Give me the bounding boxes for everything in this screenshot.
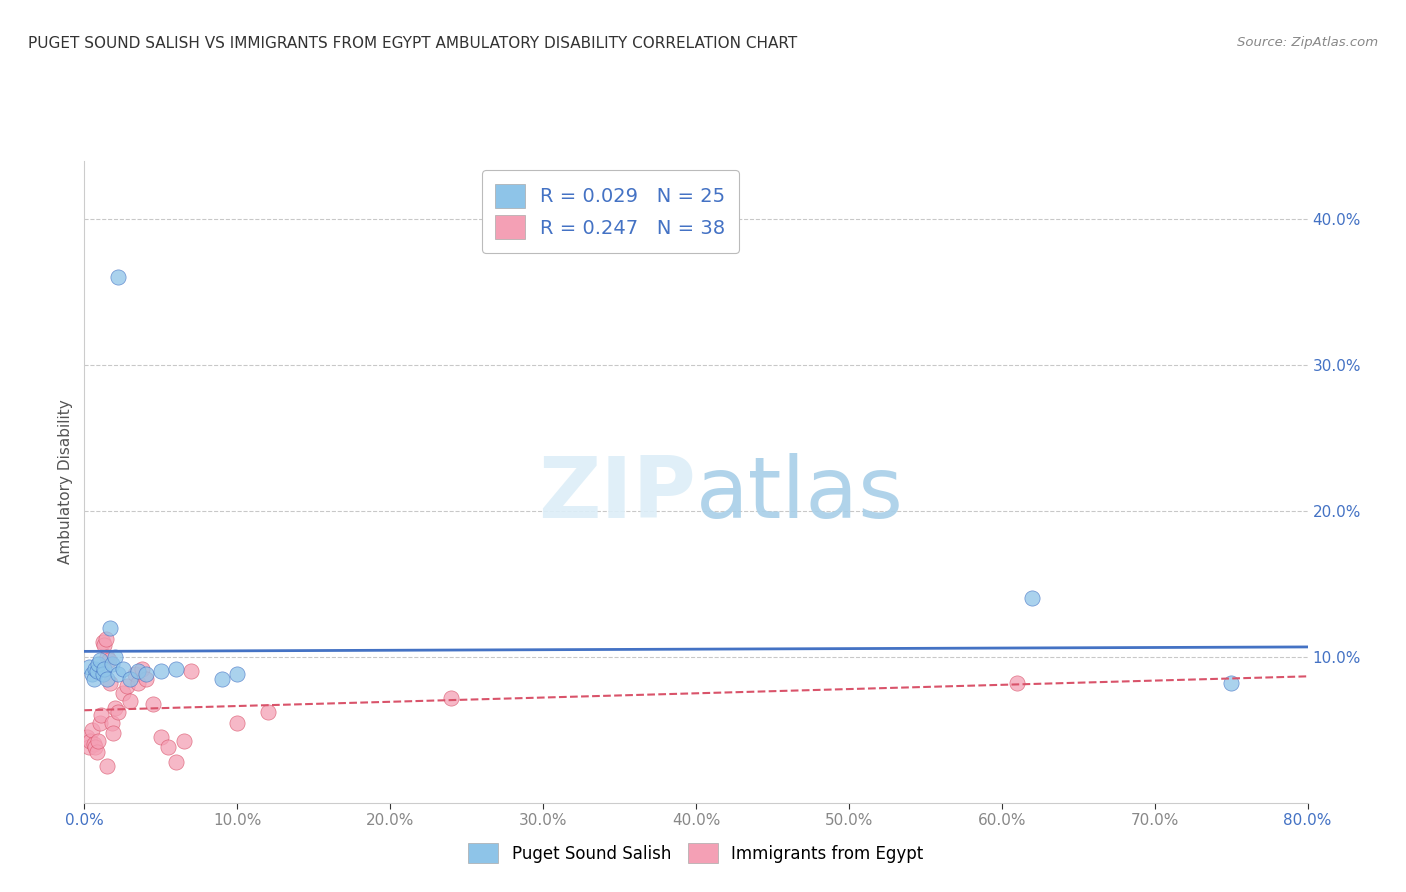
Point	[135, 672, 157, 686]
Point	[1220, 676, 1243, 690]
Point	[111, 686, 134, 700]
Point	[124, 667, 146, 681]
Text: atlas: atlas	[696, 453, 904, 536]
Text: PUGET SOUND SALISH VS IMMIGRANTS FROM EGYPT AMBULATORY DISABILITY CORRELATION CH: PUGET SOUND SALISH VS IMMIGRANTS FROM EG…	[28, 36, 797, 51]
Point	[226, 715, 249, 730]
Point	[111, 661, 134, 675]
Point	[77, 660, 100, 674]
Point	[84, 740, 107, 755]
Point	[104, 649, 127, 664]
Point	[76, 730, 98, 744]
Point	[173, 734, 195, 748]
Point	[86, 745, 108, 759]
Point	[101, 715, 124, 730]
Point	[98, 676, 121, 690]
Point	[142, 697, 165, 711]
Point	[127, 665, 149, 679]
Point	[80, 723, 103, 737]
Point	[149, 665, 172, 679]
Point	[127, 676, 149, 690]
Point	[96, 672, 118, 686]
Text: Source: ZipAtlas.com: Source: ZipAtlas.com	[1237, 36, 1378, 49]
Text: ZIP: ZIP	[538, 453, 696, 536]
Point	[115, 679, 138, 693]
Point	[107, 270, 129, 285]
Point	[440, 690, 463, 705]
Point	[86, 665, 108, 679]
Y-axis label: Ambulatory Disability: Ambulatory Disability	[58, 400, 73, 564]
Point	[211, 672, 233, 686]
Point	[91, 635, 114, 649]
Point	[104, 701, 127, 715]
Point	[1005, 676, 1028, 690]
Point	[93, 638, 115, 652]
Point	[131, 661, 153, 675]
Point	[79, 734, 101, 748]
Point	[77, 740, 100, 755]
Point	[165, 755, 187, 769]
Point	[135, 667, 157, 681]
Point	[93, 661, 115, 675]
Point	[90, 708, 112, 723]
Point	[87, 657, 110, 672]
Point	[1021, 591, 1043, 606]
Point	[97, 653, 120, 667]
Point	[89, 653, 111, 667]
Point	[165, 661, 187, 675]
Point	[101, 657, 124, 672]
Point	[103, 725, 125, 739]
Point	[226, 667, 249, 681]
Point	[180, 665, 202, 679]
Point	[87, 734, 110, 748]
Point	[83, 672, 105, 686]
Point	[107, 667, 129, 681]
Point	[83, 738, 105, 752]
Point	[157, 740, 180, 755]
Point	[98, 621, 121, 635]
Point	[89, 715, 111, 730]
Point	[107, 706, 129, 720]
Legend: Puget Sound Salish, Immigrants from Egypt: Puget Sound Salish, Immigrants from Egyp…	[460, 835, 932, 871]
Point	[94, 632, 117, 647]
Point	[84, 661, 107, 675]
Point	[120, 672, 142, 686]
Point	[80, 667, 103, 681]
Point	[91, 667, 114, 681]
Point	[120, 693, 142, 707]
Point	[96, 649, 118, 664]
Point	[149, 730, 172, 744]
Point	[96, 759, 118, 773]
Point	[257, 706, 280, 720]
